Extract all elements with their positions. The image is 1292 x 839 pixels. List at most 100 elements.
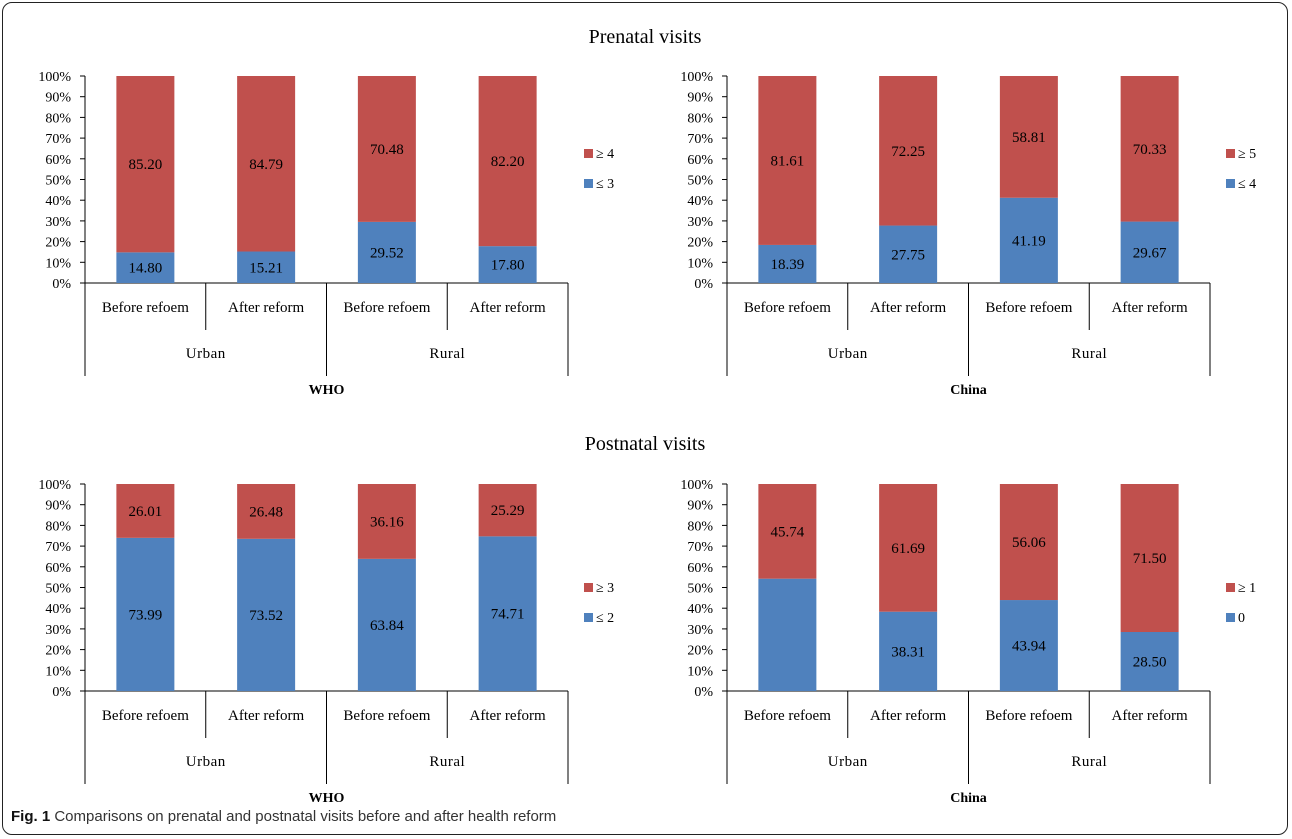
data-label: 15.21 [249, 260, 283, 276]
y-tick-label: 70% [687, 540, 713, 555]
bar-segment [116, 484, 175, 538]
x-group-label: Urban [828, 346, 868, 362]
y-tick-label: 20% [687, 644, 713, 659]
data-label: 81.61 [771, 153, 805, 169]
figure-caption: Fig. 1 Comparisons on prenatal and postn… [11, 808, 556, 825]
data-label: 72.25 [891, 144, 925, 160]
y-tick-label: 80% [687, 519, 713, 534]
bar-segment [478, 76, 537, 247]
data-label: 38.31 [891, 644, 925, 660]
y-tick-label: 70% [45, 540, 71, 555]
bar-segment [1120, 76, 1179, 222]
data-label: 26.48 [249, 504, 283, 520]
bar-segment [237, 251, 296, 283]
bar-segment [357, 221, 416, 283]
legend-swatch [1226, 583, 1235, 592]
x-category-label: Before refoem [343, 708, 430, 724]
bar-segment [1120, 221, 1179, 283]
data-label: 73.52 [249, 608, 283, 624]
y-tick-label: 30% [687, 623, 713, 638]
x-category-label: After reform [870, 300, 947, 316]
bar-segment [999, 600, 1058, 691]
data-label: 26.01 [129, 504, 163, 520]
data-label: 63.84 [370, 618, 404, 634]
y-tick-label: 0% [694, 277, 713, 292]
bar-segment [237, 76, 296, 252]
data-label: 45.74 [771, 524, 805, 540]
figure-label: Fig. 1 [11, 808, 51, 825]
y-tick-label: 100% [680, 478, 713, 493]
x-category-label: After reform [228, 708, 305, 724]
bar-segment [116, 76, 175, 253]
data-label: 36.16 [370, 514, 404, 530]
y-tick-label: 60% [687, 561, 713, 576]
y-tick-label: 40% [687, 602, 713, 617]
bar-segment [237, 484, 296, 539]
y-tick-label: 30% [687, 215, 713, 230]
y-tick-label: 10% [45, 664, 71, 679]
bar-segment [879, 611, 938, 691]
bar-segment [478, 246, 537, 283]
bar-segment [237, 538, 296, 691]
bar-segment [758, 76, 817, 245]
bar-segment [357, 484, 416, 559]
y-tick-label: 60% [45, 561, 71, 576]
bar-segment [879, 225, 938, 283]
data-label: 70.48 [370, 142, 404, 158]
legend-swatch [584, 149, 593, 158]
x-category-label: After reform [870, 708, 947, 724]
chart-subtitle: WHO [309, 383, 345, 398]
y-tick-label: 80% [687, 111, 713, 126]
y-tick-label: 90% [45, 91, 71, 106]
y-tick-label: 10% [45, 256, 71, 271]
data-label: 27.75 [891, 247, 925, 263]
data-label: 58.81 [1012, 130, 1046, 146]
bar-segment [116, 252, 175, 283]
bar-segment [758, 484, 817, 579]
data-label: 84.79 [249, 157, 283, 173]
data-label: 29.67 [1133, 245, 1167, 261]
data-label: 17.80 [491, 258, 525, 274]
data-label: 28.50 [1133, 655, 1167, 671]
x-category-label: After reform [470, 708, 547, 724]
y-tick-label: 50% [45, 582, 71, 597]
legend-label: ≤ 3 [596, 177, 614, 192]
legend-label: ≥ 1 [1238, 581, 1256, 596]
legend-swatch [1226, 613, 1235, 622]
data-label: 56.06 [1012, 535, 1046, 551]
y-tick-label: 100% [38, 478, 71, 493]
y-tick-label: 100% [680, 70, 713, 85]
x-category-label: Before refoem [744, 708, 831, 724]
legend-swatch [1226, 149, 1235, 158]
y-tick-label: 50% [45, 174, 71, 189]
data-label: 85.20 [129, 157, 163, 173]
legend-swatch [584, 583, 593, 592]
legend-swatch [584, 613, 593, 622]
x-category-label: Before refoem [343, 300, 430, 316]
x-category-label: After reform [228, 300, 305, 316]
x-category-label: Before refoem [744, 300, 831, 316]
x-category-label: Before refoem [985, 300, 1072, 316]
y-tick-label: 50% [687, 174, 713, 189]
y-tick-label: 80% [45, 111, 71, 126]
chart-subtitle: China [950, 791, 987, 806]
bar-segment [1120, 632, 1179, 691]
x-category-label: Before refoem [102, 300, 189, 316]
bar-segment [357, 558, 416, 691]
y-tick-label: 90% [45, 499, 71, 514]
y-tick-label: 20% [45, 644, 71, 659]
bar-segment [116, 537, 175, 691]
bar-segment [879, 484, 938, 612]
data-label: 41.19 [1012, 233, 1046, 249]
legend-label: ≥ 4 [596, 147, 614, 162]
y-tick-label: 90% [687, 499, 713, 514]
data-label: 14.80 [129, 261, 163, 277]
legend-label: ≥ 3 [596, 581, 614, 596]
bar-segment [357, 76, 416, 222]
y-tick-label: 70% [687, 132, 713, 147]
figure-caption-text: Comparisons on prenatal and postnatal vi… [54, 808, 557, 825]
y-tick-label: 0% [52, 277, 71, 292]
legend-label: ≤ 2 [596, 611, 614, 626]
